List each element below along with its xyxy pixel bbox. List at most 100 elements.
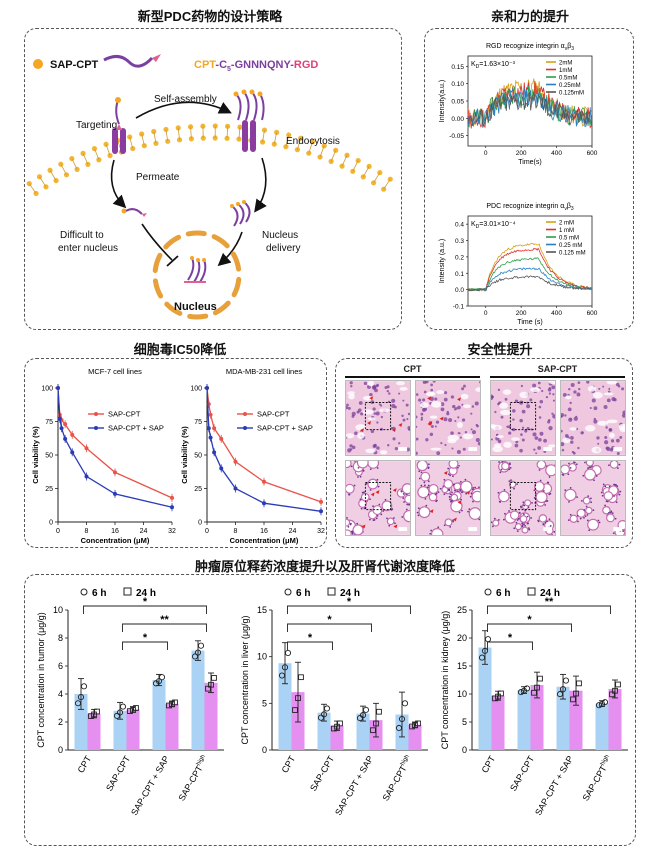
tumor-bar <box>191 650 205 750</box>
affinity-pdc-ylabel: Intensity (a.u.) <box>439 239 446 283</box>
tumor-category-label: SAP-CPThigh <box>176 754 210 803</box>
ic50-mcf7-point <box>63 436 68 441</box>
kidney-significance-bracket <box>487 623 572 632</box>
ic50-mcf7-point <box>56 386 60 390</box>
ic50-mda-point <box>233 486 238 491</box>
ic50-mcf7-xtick: 8 <box>85 528 89 535</box>
tumor-significance-label: ** <box>160 614 169 626</box>
lesion-arrow-icon <box>443 471 448 475</box>
liver-significance-bracket <box>287 623 372 632</box>
nucleus-label: Nucleus <box>174 301 217 313</box>
liver-significance-label: * <box>327 614 332 626</box>
nucleus-fibril-icon <box>184 256 207 283</box>
affinity-pdc-kd: KD=3.01×10⁻⁴ <box>471 221 516 230</box>
peptide-formula: CPT-C5-GNNNQNY-RGD <box>194 59 318 73</box>
affinity-pdc-series-line <box>467 257 592 292</box>
ic50-mda-point <box>233 459 238 464</box>
tumor-bar <box>152 680 166 750</box>
kidney-ytick: 0 <box>462 745 467 755</box>
tumor-point-6h <box>194 649 202 656</box>
ic50-mcf7-xtick: 24 <box>140 528 148 535</box>
liver-significance-label: * <box>347 596 352 608</box>
ic50-mcf7-legend-marker <box>94 412 98 416</box>
formula-gnnnqny: -GNNNQNY- <box>231 59 294 71</box>
ic50-mcf7-ytick: 50 <box>45 453 53 460</box>
kidney-legend-6h-label: 6 h <box>496 588 510 599</box>
kidney-bar <box>595 703 609 750</box>
he-sap-cpt-kidney-overview-image <box>490 460 556 536</box>
ic50-chart-mcf7: MCF-7 cell lines 0 25 50 75 100 0 8 16 24 32 Concen… <box>31 367 176 545</box>
kidney-legend-6h-marker <box>484 588 492 596</box>
tumor-ytick: 4 <box>58 689 63 699</box>
affinity-rgd-ytick: 0.00 <box>451 116 464 123</box>
tumor-significance-bracket <box>122 623 207 632</box>
kidney-point-24h <box>609 691 615 698</box>
lesion-arrow-icon <box>427 422 432 426</box>
kidney-point-6h <box>517 689 525 696</box>
tumor-point-6h <box>191 653 199 660</box>
ic50-mcf7-ytick: 25 <box>45 486 53 493</box>
kidney-bar <box>530 685 544 750</box>
affinity-pdc-series-line <box>467 247 592 292</box>
ic50-mcf7-series-line <box>57 387 173 508</box>
affinity-pdc-legend-label: 2 mM <box>559 220 574 226</box>
tumor-legend-24h-label: 24 h <box>136 588 156 599</box>
affinity-pdc-xtick: 200 <box>516 310 527 317</box>
kidney-category-label: SAP-CPT <box>508 754 536 793</box>
ic50-mda-point <box>219 436 224 441</box>
ic50-mcf7-point <box>63 422 68 427</box>
affinity-pdc-series-line <box>467 267 592 292</box>
ic50-mcf7-title: MCF-7 cell lines <box>88 367 142 376</box>
ic50-mcf7-ytick: 0 <box>49 520 53 527</box>
safety-sap-cpt-label: SAP-CPT <box>537 364 578 374</box>
affinity-pdc-xtick: 400 <box>551 310 562 317</box>
kidney-point-24h <box>612 687 618 694</box>
scale-bar-icon <box>398 447 408 451</box>
kidney-bar <box>608 688 622 750</box>
kidney-bar <box>556 686 570 750</box>
ic50-mda-ytick: 100 <box>190 386 202 393</box>
affinity-rgd-legend-label: 0.25mM <box>559 83 581 89</box>
ic50-mcf7-point <box>170 495 174 500</box>
ic50-mda-point <box>319 499 323 504</box>
liver-significance-label: * <box>308 632 313 644</box>
ic50-mcf7-point <box>57 416 62 421</box>
liver-significance-bracket <box>287 605 411 614</box>
ic50-mda-legend-label: SAP-CPT + SAP <box>257 424 313 433</box>
ic50-mda-point <box>208 412 213 417</box>
ic50-mda-xtick: 32 <box>317 528 325 535</box>
affinity-rgd-ytick: -0.05 <box>449 133 464 140</box>
affinity-pdc-ytick: 0.2 <box>455 254 464 261</box>
ic50-mcf7-ytick: 75 <box>45 419 53 426</box>
liver-legend-24h-label: 24 h <box>340 588 360 599</box>
kidney-category-label: SAP-CPThigh <box>580 754 614 803</box>
ic50-title: 细胞毒IC50降低 <box>133 342 227 357</box>
scale-bar-icon <box>543 527 553 531</box>
targeting-label: Targeting <box>76 120 117 131</box>
nucleus-icon <box>152 230 242 320</box>
ic50-mda-point <box>212 450 217 455</box>
ic50-mcf7-xtick: 32 <box>168 528 176 535</box>
affinity-pdc-ytick: 0.1 <box>455 271 464 278</box>
difficult-label-2: enter nucleus <box>58 243 118 254</box>
kidney-significance-label: * <box>508 632 513 644</box>
lesion-arrow-icon <box>367 421 372 425</box>
scale-bar-icon <box>613 447 623 451</box>
ic50-mcf7-point <box>84 446 89 451</box>
safety-cpt-bar <box>345 376 480 378</box>
liver-bar <box>278 663 292 750</box>
tumor-bar <box>87 713 101 750</box>
liver-bar <box>356 713 370 750</box>
tumor-point-6h <box>74 700 82 707</box>
tumor-point-24h <box>133 705 139 711</box>
ic50-mda-series-line <box>206 387 322 512</box>
ic50-mda-ytick: 75 <box>194 419 202 426</box>
self-assembly-label: Self-assembly <box>154 94 217 105</box>
affinity-pdc-series-line <box>467 275 592 292</box>
liver-ytick: 10 <box>257 652 267 662</box>
distribution-title: 肿瘤原位释药浓度提升以及肝肾代谢浓度降低 <box>194 559 455 574</box>
affinity-rgd-ytick: 0.05 <box>451 99 464 106</box>
sap-cpt-label: SAP-CPT <box>50 59 99 71</box>
tumor-point-24h <box>91 711 97 718</box>
liver-point-24h <box>298 674 304 681</box>
